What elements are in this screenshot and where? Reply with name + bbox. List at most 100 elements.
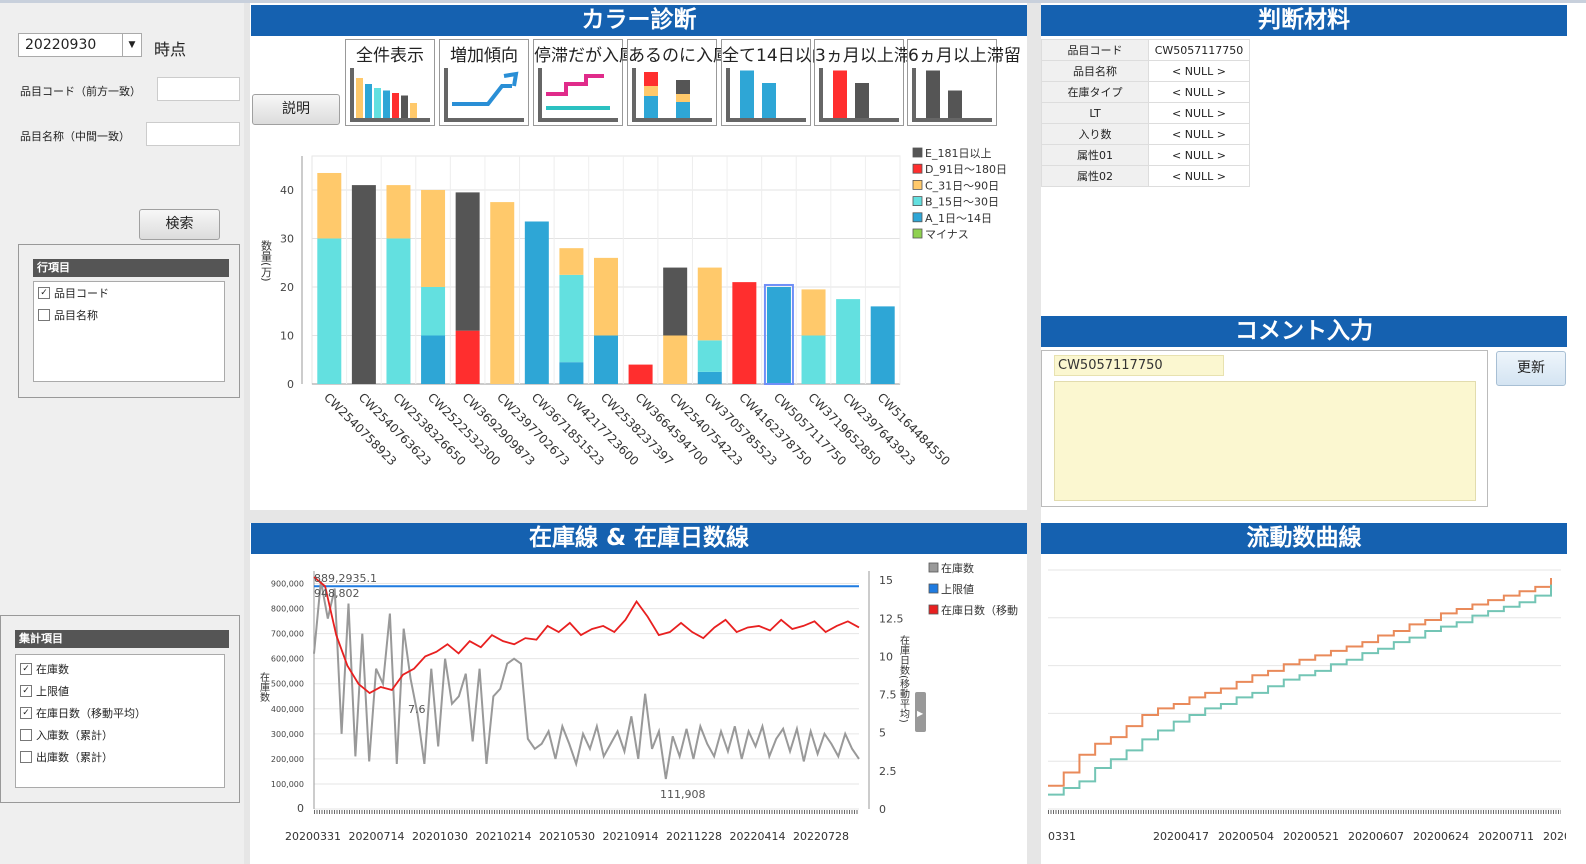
- legend-swatch: [912, 196, 923, 206]
- legend-label: 在庫数: [941, 561, 974, 575]
- axis-icon: [538, 68, 618, 122]
- x-tick-label: 20210214: [476, 830, 532, 843]
- item-name-input[interactable]: [146, 122, 240, 146]
- explain-button[interactable]: 説明: [252, 94, 340, 125]
- y-tick-label: 800,000: [271, 605, 304, 614]
- table-row: 品目コード CW5057117750: [1041, 39, 1250, 61]
- date-select[interactable]: 20220930 ▼: [18, 33, 142, 57]
- bar-segment: [870, 306, 895, 384]
- y2-tick-label: 0: [879, 803, 886, 816]
- chevron-down-icon[interactable]: ▼: [122, 34, 141, 56]
- bar-segment: [421, 335, 446, 384]
- axis-icon: [444, 68, 524, 122]
- y2-tick-label: 5: [879, 727, 886, 740]
- category-button-label: 6ヵ月以上滞留: [908, 46, 1021, 66]
- filter-panel: 20220930 ▼ 時点 品目コード（前方一致） 品目名称（中間一致） 検索 …: [0, 0, 244, 864]
- annotation: 111,908: [660, 788, 706, 801]
- y-tick-label: 0: [297, 802, 304, 815]
- category-chart-icon: [726, 68, 806, 122]
- y-tick-label: 0: [287, 378, 294, 391]
- category-button[interactable]: 停滞だが入庫: [533, 39, 636, 126]
- checkbox-icon[interactable]: ✓: [20, 663, 32, 675]
- legend-swatch: [928, 562, 939, 573]
- comment-item-code: CW5057117750: [1054, 355, 1224, 376]
- agg-stock-days-checkbox[interactable]: ✓ 在庫日数（移動平均）: [16, 702, 224, 724]
- search-button[interactable]: 検索: [139, 209, 220, 240]
- checkbox-icon[interactable]: [38, 309, 50, 321]
- item-name-label: 品目名称（中間一致）: [20, 130, 130, 143]
- legend-toggle-handle: [915, 692, 926, 732]
- category-mini-bar: [383, 90, 390, 118]
- checkbox-icon[interactable]: ✓: [20, 685, 32, 697]
- item-code-input[interactable]: [157, 77, 240, 101]
- arrow-icon: [503, 71, 519, 87]
- x-tick-label: 20210530: [539, 830, 595, 843]
- axis-icon: [912, 68, 992, 122]
- legend-label: 上限値: [941, 583, 974, 596]
- agg-stock-checkbox[interactable]: ✓ 在庫数: [16, 658, 224, 680]
- agg-upper-limit-checkbox[interactable]: ✓ 上限値: [16, 680, 224, 702]
- annotation: 889,2935.1: [314, 572, 377, 585]
- x-tick-label: 20200331: [285, 830, 341, 843]
- y-tick-label: 100,000: [271, 780, 304, 789]
- x-tick-label: 20200521: [1283, 830, 1339, 843]
- y-tick-label: 30: [280, 232, 294, 245]
- category-button[interactable]: 全件表示: [345, 39, 435, 126]
- y-tick-label: 700,000: [271, 630, 304, 639]
- y2-tick-label: 2.5: [879, 765, 897, 778]
- bar-segment: [490, 202, 515, 384]
- table-row: 在庫タイプ < NULL >: [1041, 81, 1250, 103]
- x-tick-label: 20200504: [1218, 830, 1274, 843]
- color-diagnosis-title: カラー診断: [251, 5, 1027, 36]
- category-button[interactable]: 3ヵ月以上滞留: [814, 39, 928, 126]
- checkbox-icon[interactable]: ✓: [20, 707, 32, 719]
- checkbox-icon[interactable]: [20, 729, 32, 741]
- plot-area: [314, 571, 859, 809]
- category-mini-bar: [644, 72, 658, 86]
- agg-inbound-checkbox[interactable]: 入庫数（累計）: [16, 724, 224, 746]
- item-code-label: 品目コード（前方一致）: [20, 85, 141, 98]
- comment-panel: CW5057117750: [1041, 350, 1488, 507]
- checkbox-icon[interactable]: [20, 751, 32, 763]
- bar-segment: [697, 267, 722, 341]
- category-button[interactable]: 全て14日以内: [721, 39, 829, 126]
- stock-line-chart: 0 100,000 200,000 300,000 400,000 500,000 600,…: [258, 561, 1019, 843]
- category-mini-bar: [644, 86, 658, 96]
- bar-segment: [801, 335, 826, 384]
- category-mini-bar: [410, 103, 417, 118]
- x-tick-label: 20211228: [666, 830, 722, 843]
- row-item-code-checkbox[interactable]: ✓ 品目コード: [34, 282, 224, 304]
- window-top-border: [0, 0, 1586, 3]
- flow-line: [1048, 584, 1552, 796]
- y-axis-label: 在庫数: [258, 672, 270, 703]
- category-button[interactable]: 6ヵ月以上滞留: [907, 39, 1021, 126]
- legend-swatch: [912, 180, 923, 190]
- y2-axis-label: 在庫日数(移動平均): [898, 635, 910, 723]
- bar-segment: [559, 248, 584, 275]
- axis-icon: [350, 68, 430, 122]
- category-chart-icon: [632, 68, 712, 122]
- y-tick-label: 500,000: [271, 680, 304, 689]
- bar-segment: [386, 185, 411, 239]
- bar-segment: [594, 257, 618, 336]
- row-item-name-checkbox[interactable]: 品目名称: [34, 304, 224, 326]
- category-chart-icon: [444, 68, 524, 122]
- annotation: 948,802: [314, 587, 360, 600]
- category-button[interactable]: あるのに入庫: [627, 39, 730, 126]
- checkbox-icon[interactable]: ✓: [38, 287, 50, 299]
- agg-outbound-checkbox[interactable]: 出庫数（累計）: [16, 746, 224, 768]
- y-tick-label: 400,000: [271, 705, 304, 714]
- flow-line: [1048, 578, 1552, 787]
- aggregate-items-list: ✓ 在庫数 ✓ 上限値 ✓ 在庫日数（移動平均） 入庫数（累計） 出庫数（累計）: [15, 654, 225, 788]
- y-tick-label: 200,000: [271, 755, 304, 764]
- update-button[interactable]: 更新: [1496, 351, 1566, 386]
- legend-label: マイナス: [925, 228, 969, 241]
- legend-label: D_91日～180日: [925, 163, 1007, 176]
- plot-area: [1048, 570, 1561, 809]
- category-mini-bar: [833, 70, 847, 118]
- category-button[interactable]: 増加傾向: [439, 39, 529, 126]
- category-mini-bar: [740, 70, 754, 118]
- category-mini-bar: [644, 96, 658, 118]
- comment-textarea[interactable]: [1054, 381, 1476, 501]
- date-value: 20220930: [25, 37, 97, 53]
